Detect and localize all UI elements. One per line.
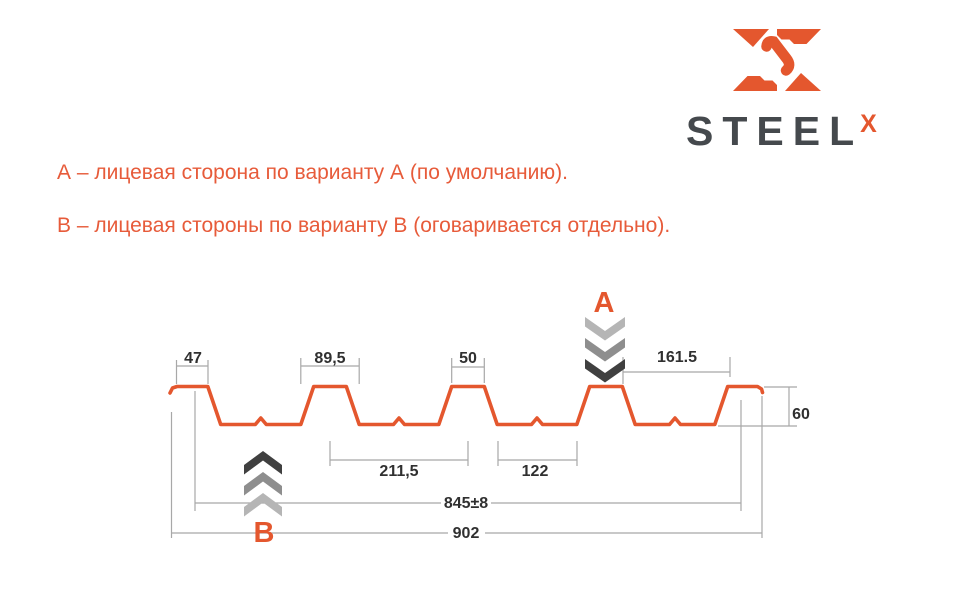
- marker-b-label: В: [254, 517, 275, 549]
- dim-label-first-crest-width: 47: [184, 350, 202, 367]
- side-b-chevrons-icon: [244, 451, 282, 517]
- brand-name: STEEL: [686, 108, 864, 154]
- dim-label-working-width: 845±8: [444, 495, 488, 512]
- dim-label-pitch: 211,5: [379, 463, 418, 480]
- sheet-profile-outline: [168, 384, 765, 427]
- side-a-chevrons-icon: [585, 317, 625, 383]
- brand-x-icon: [733, 29, 821, 91]
- dim-label-overall-width: 902: [453, 525, 480, 542]
- brand-sup-x: X: [860, 110, 877, 138]
- marker-a-label: А: [594, 287, 615, 319]
- label-gap-845: [441, 494, 491, 510]
- dim-label-height: 60: [792, 406, 810, 423]
- dim-label-valley-width: 122: [522, 463, 549, 480]
- legend-line-b: В – лицевая стороны по варианту В (огова…: [57, 214, 671, 237]
- legend-line-a: А – лицевая сторона по варианту А (по ум…: [57, 161, 568, 184]
- dim-label-crest-gap: 161.5: [657, 349, 697, 366]
- brand-logo: STEELX: [684, 24, 914, 154]
- dim-label-rib-base-width: 89,5: [314, 350, 345, 367]
- label-gap-902: [448, 525, 485, 541]
- dim-label-rib-top-width: 50: [459, 350, 477, 367]
